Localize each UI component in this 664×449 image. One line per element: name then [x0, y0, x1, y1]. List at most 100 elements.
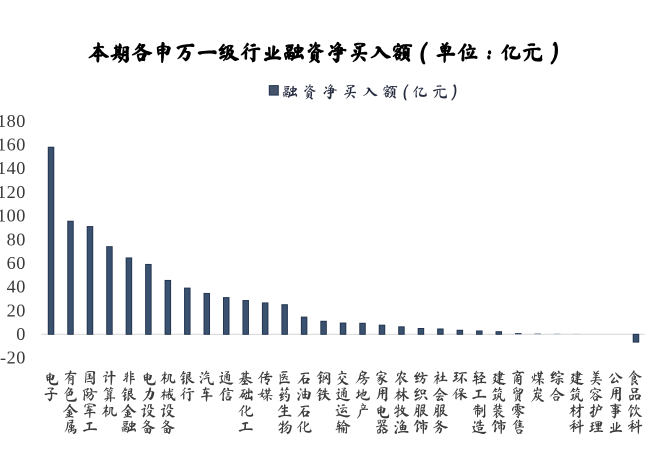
svg-text:料: 料	[627, 419, 643, 435]
svg-text:本期各申万一级行业融资净买入额（单位：亿元）: 本期各申万一级行业融资净买入额（单位：亿元）	[88, 41, 565, 64]
svg-text:家: 家	[374, 370, 390, 386]
svg-text:通: 通	[335, 386, 351, 402]
svg-text:食: 食	[627, 370, 643, 387]
svg-text:理: 理	[588, 419, 604, 435]
svg-text:铁: 铁	[316, 386, 332, 402]
svg-text:环: 环	[452, 370, 468, 386]
svg-text:综: 综	[549, 370, 565, 386]
svg-text:饰: 饰	[491, 419, 507, 435]
svg-text:车: 车	[199, 386, 215, 402]
svg-text:180: 180	[0, 111, 26, 131]
svg-text:设: 设	[160, 402, 176, 418]
svg-text:传: 传	[257, 370, 273, 386]
svg-text:力: 力	[140, 386, 156, 402]
svg-text:备: 备	[140, 419, 156, 435]
svg-text:煤: 煤	[530, 370, 546, 386]
svg-text:零: 零	[510, 402, 526, 418]
svg-text:钢: 钢	[316, 370, 332, 386]
svg-text:融资净买入额(亿元): 融资净买入额(亿元)	[282, 84, 458, 101]
svg-text:信: 信	[218, 386, 234, 402]
svg-text:业: 业	[608, 419, 624, 435]
svg-text:纺: 纺	[413, 370, 429, 386]
svg-text:林: 林	[393, 386, 409, 402]
svg-text:品: 品	[627, 386, 643, 402]
svg-text:行: 行	[179, 386, 195, 402]
svg-text:交: 交	[335, 370, 351, 386]
svg-text:商: 商	[510, 370, 526, 386]
svg-text:60: 60	[7, 253, 26, 273]
svg-text:建: 建	[491, 370, 507, 386]
svg-text:军: 军	[82, 402, 98, 418]
svg-text:药: 药	[277, 386, 293, 402]
svg-text:工: 工	[238, 419, 254, 435]
svg-text:银: 银	[121, 386, 137, 402]
svg-text:化: 化	[296, 419, 312, 435]
svg-text:化: 化	[238, 402, 254, 418]
svg-text:物: 物	[277, 419, 293, 435]
svg-text:务: 务	[432, 419, 448, 435]
svg-text:石: 石	[296, 370, 312, 386]
svg-text:120: 120	[0, 182, 26, 202]
svg-text:事: 事	[608, 402, 624, 418]
svg-text:国: 国	[82, 370, 98, 386]
svg-text:护: 护	[588, 402, 604, 418]
svg-text:服: 服	[413, 402, 429, 418]
svg-text:饮: 饮	[627, 402, 643, 418]
svg-text:渔: 渔	[393, 419, 409, 435]
svg-text:属: 属	[62, 419, 78, 435]
svg-text:机: 机	[101, 402, 117, 418]
svg-text:通: 通	[218, 370, 234, 386]
svg-text:160: 160	[0, 135, 26, 155]
svg-text:筑: 筑	[569, 386, 585, 402]
svg-text:100: 100	[0, 206, 26, 226]
svg-text:合: 合	[549, 386, 565, 402]
svg-text:社: 社	[432, 370, 448, 386]
svg-text:生: 生	[277, 402, 293, 418]
svg-text:容: 容	[588, 386, 604, 402]
svg-text:算: 算	[101, 386, 117, 403]
svg-text:80: 80	[7, 229, 26, 249]
svg-text:石: 石	[296, 402, 312, 418]
svg-text:器: 器	[374, 419, 390, 435]
svg-text:材: 材	[569, 402, 585, 418]
svg-text:织: 织	[413, 386, 429, 402]
svg-text:贸: 贸	[510, 386, 526, 402]
svg-text:房: 房	[355, 370, 371, 386]
svg-text:金: 金	[62, 402, 78, 418]
svg-text:工: 工	[471, 386, 487, 402]
svg-text:20: 20	[7, 300, 26, 320]
svg-text:装: 装	[491, 402, 507, 418]
svg-text:140: 140	[0, 158, 26, 178]
svg-text:饰: 饰	[413, 419, 429, 435]
svg-text:轻: 轻	[471, 370, 487, 386]
svg-text:工: 工	[82, 419, 98, 435]
svg-text:基: 基	[238, 370, 254, 386]
svg-text:油: 油	[296, 386, 312, 402]
svg-text:媒: 媒	[257, 386, 273, 402]
svg-text:用: 用	[608, 386, 624, 402]
svg-text:输: 输	[335, 419, 351, 435]
svg-text:建: 建	[569, 370, 585, 386]
svg-text:40: 40	[7, 277, 26, 297]
svg-text:保: 保	[452, 386, 468, 402]
svg-text:牧: 牧	[393, 402, 409, 418]
svg-text:筑: 筑	[491, 386, 507, 402]
svg-text:械: 械	[160, 386, 176, 402]
svg-text:售: 售	[510, 419, 526, 435]
svg-text:料: 料	[569, 419, 585, 435]
svg-text:美: 美	[588, 370, 604, 386]
svg-text:电: 电	[140, 370, 156, 386]
svg-text:医: 医	[277, 370, 293, 386]
svg-text:计: 计	[101, 370, 117, 386]
svg-text:机: 机	[160, 370, 176, 386]
svg-text:造: 造	[471, 419, 487, 435]
svg-text:融: 融	[121, 419, 137, 435]
svg-text:产: 产	[355, 402, 371, 418]
svg-text:子: 子	[43, 386, 59, 402]
svg-text:备: 备	[160, 419, 176, 435]
svg-text:地: 地	[355, 386, 371, 402]
svg-text:炭: 炭	[530, 386, 546, 402]
svg-text:银: 银	[179, 370, 195, 386]
svg-text:公: 公	[608, 370, 624, 386]
svg-text:用: 用	[374, 386, 390, 402]
